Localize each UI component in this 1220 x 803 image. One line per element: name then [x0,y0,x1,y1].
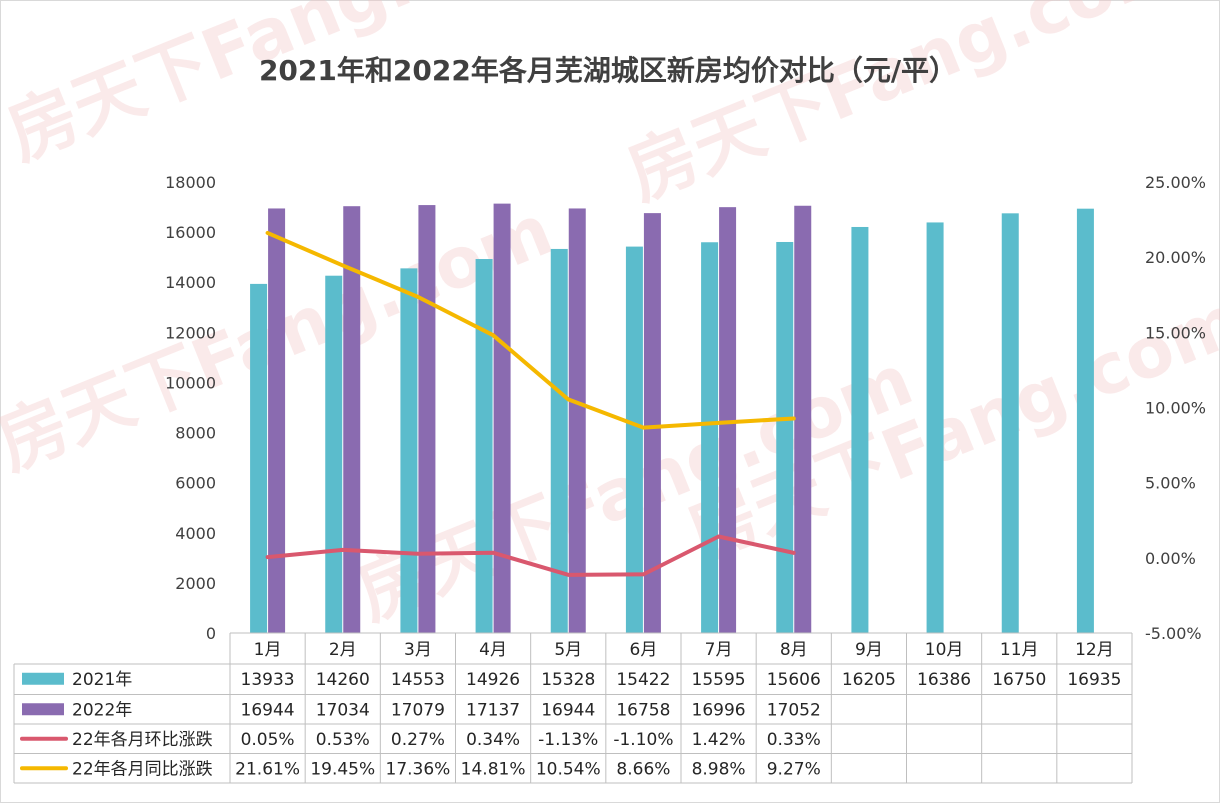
legend-2021-label: 2021年 [72,670,132,690]
data-label: 0.34% [466,730,520,750]
data-label: 17079 [391,700,445,720]
bar-2021 [926,222,944,633]
data-label: 8.66% [616,759,670,779]
category-label: 4月 [479,640,507,660]
bar-2021 [1001,213,1019,633]
y-left-tick-label: 4000 [175,524,216,543]
data-label: 14260 [316,670,370,690]
y-right-tick-label: 20.00% [1145,248,1206,267]
y-right-tick-label: 25.00% [1145,173,1206,192]
bar-2021 [475,259,493,633]
y-left-tick-label: 14000 [165,273,216,292]
category-label: 1月 [254,640,282,660]
bar-2022 [268,208,286,633]
y-left-tick-label: 0 [206,624,216,643]
watermark-0: 房天下Fang.com [0,0,573,176]
bar-2021 [776,241,794,633]
data-label: 0.33% [767,730,821,750]
data-label: 16935 [1067,670,1121,690]
data-label: 14553 [391,670,445,690]
y-left-tick-label: 8000 [175,424,216,443]
data-label: 19.45% [310,759,375,779]
y-left-tick-label: 18000 [165,173,216,192]
data-label: 15595 [692,670,746,690]
category-label: 6月 [630,640,658,660]
y-right-tick-label: 10.00% [1145,399,1206,418]
data-label: 21.61% [235,759,300,779]
watermark-1: 房天下Fang.com [616,0,1194,216]
data-label: 0.27% [391,730,445,750]
chart-title: 2021年和2022年各月芜湖城区新房均价对比（元/平） [259,54,957,87]
category-label: 10月 [925,640,964,660]
bar-2022 [343,206,361,633]
legend-2021-swatch [22,672,64,685]
data-label: 17.36% [386,759,451,779]
y-left-tick-label: 2000 [175,574,216,593]
bar-2022 [719,207,737,634]
y-left-tick-label: 6000 [175,474,216,493]
data-label: 13933 [241,670,295,690]
category-label: 8月 [780,640,808,660]
bar-2021 [250,283,268,633]
data-label: 15328 [541,670,595,690]
legend-2022-label: 2022年 [72,700,132,720]
data-label: 16205 [842,670,896,690]
data-label: 16758 [616,700,670,720]
data-label: 14.81% [461,759,526,779]
line-mom-change [265,534,796,577]
bar-2021 [1076,208,1094,633]
bar-2021 [851,226,869,633]
y-left-tick-label: 12000 [165,323,216,342]
data-label: 16944 [541,700,595,720]
data-label: 16750 [992,670,1046,690]
legend-2022-swatch [22,703,64,716]
category-label: 11月 [1000,640,1039,660]
data-label: 0.05% [241,730,295,750]
category-label: 5月 [554,640,582,660]
data-label: 17137 [466,700,520,720]
data-label: 14926 [466,670,520,690]
data-label: 17034 [316,700,370,720]
y-left-tick-label: 16000 [165,223,216,242]
line-yoy-change [265,230,796,430]
category-label: 2月 [329,640,357,660]
y-right-tick-label: 5.00% [1145,474,1196,493]
bar-2021 [550,248,568,634]
data-label: 15606 [767,670,821,690]
data-label: 17052 [767,700,821,720]
data-label: 9.27% [767,759,821,779]
y-right-tick-label: -5.00% [1145,624,1202,643]
bar-2022 [493,203,511,634]
data-label: 16386 [917,670,971,690]
category-label: 7月 [705,640,733,660]
bar-2022 [418,205,436,633]
y-right-tick-label: 15.00% [1145,323,1206,342]
category-label: 12月 [1075,640,1114,660]
data-label: 1.42% [692,730,746,750]
data-label: 10.54% [536,759,601,779]
bar-2021 [325,275,343,633]
data-label: 15422 [616,670,670,690]
y-left-tick-label: 10000 [165,373,216,392]
bar-2022 [568,208,586,633]
legend-mom-label: 22年各月环比涨跌 [72,730,213,750]
data-label: 16996 [692,700,746,720]
data-label: 0.53% [316,730,370,750]
bar-2022 [643,213,661,633]
data-label: 16944 [241,700,295,720]
bar-2021 [400,268,418,633]
data-label: -1.13% [538,730,598,750]
bar-2021 [625,246,643,634]
bar-2021 [701,242,719,633]
bar-2022 [794,205,812,633]
category-label: 3月 [404,640,432,660]
y-right-tick-label: 0.00% [1145,549,1196,568]
data-label: -1.10% [613,730,673,750]
category-label: 9月 [855,640,883,660]
legend-yoy-label: 22年各月同比涨跌 [72,759,213,779]
data-label: 8.98% [692,759,746,779]
